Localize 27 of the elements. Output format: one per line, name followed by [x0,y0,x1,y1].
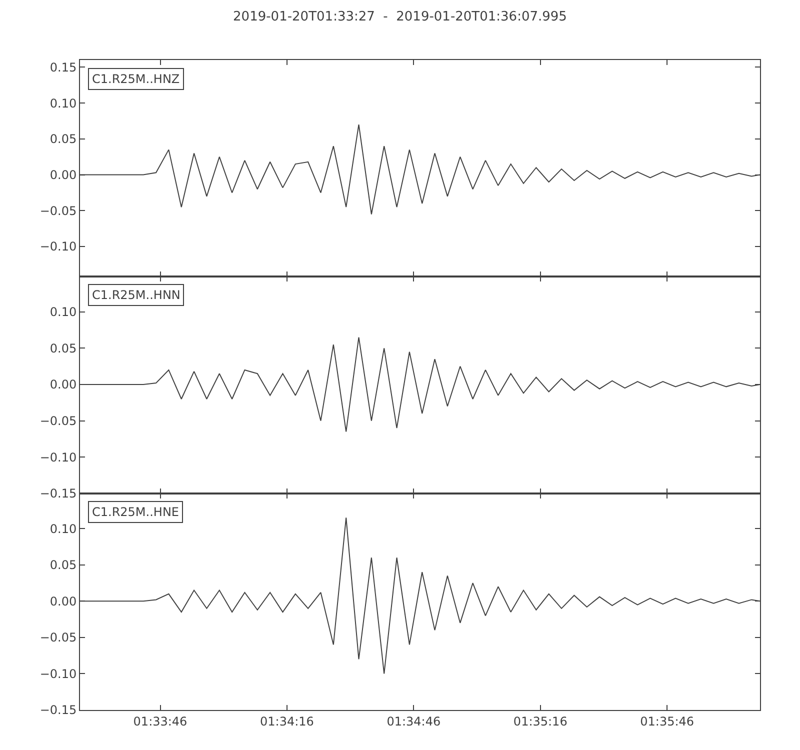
y-tick-label: −0.15 [40,486,77,501]
y-tick-label: 0.05 [50,341,77,356]
chart-title: 2019-01-20T01:33:27 - 2019-01-20T01:36:07.995 [233,9,567,24]
y-tick-label: 0.15 [50,60,77,74]
y-tick-label: −0.05 [40,414,77,428]
y-tick-label: −0.05 [40,630,77,645]
x-tick-label: 01:34:16 [260,714,314,728]
y-tick-label: −0.15 [40,703,77,718]
y-tick-label: 0.05 [50,558,77,572]
y-tick-label: 0.10 [50,96,77,110]
x-tick-label: 01:35:16 [513,714,568,728]
y-tick-label: −0.10 [40,666,77,681]
x-tick-label: 01:35:46 [640,714,694,728]
annotation: C1.R25M..HNZ [92,72,180,86]
x-tick-label: 01:34:46 [386,714,441,728]
y-tick-label: 0.00 [50,168,77,182]
y-tick-label: 0.05 [50,132,77,146]
y-tick-label: 0.00 [50,594,77,608]
y-tick-label: 0.10 [50,305,77,320]
annotation: C1.R25M..HNN [92,288,180,302]
y-tick-label: 0.10 [50,522,77,536]
x-tick-label: 01:33:46 [133,714,188,728]
y-tick-label: −0.10 [40,240,77,254]
y-tick-label: −0.05 [40,204,77,218]
annotation: C1.R25M..HNE [92,505,179,519]
y-tick-label: 0.00 [50,378,77,392]
y-tick-label: −0.10 [40,450,77,464]
